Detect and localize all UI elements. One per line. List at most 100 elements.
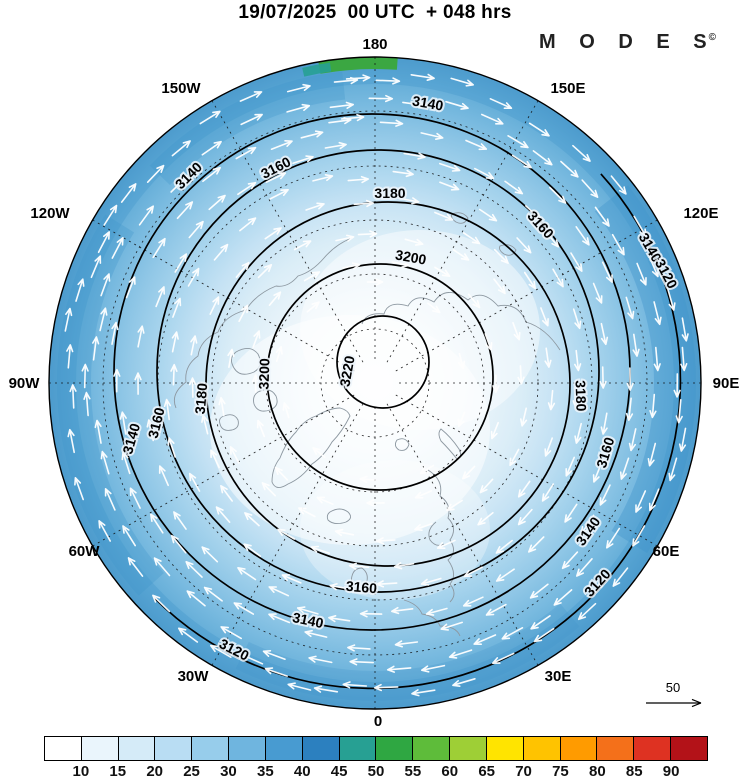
wind-arrow (649, 393, 657, 419)
wind-arrow (552, 268, 564, 288)
colorbar-cell (229, 737, 266, 760)
wind-arrow (580, 514, 595, 535)
wind-arrow (153, 557, 171, 577)
wind-arrow (565, 456, 575, 477)
contour-label: 3180 (572, 380, 589, 412)
wind-arrow (528, 536, 545, 553)
wind-arrow (673, 373, 681, 398)
colorbar-cell (560, 737, 598, 760)
colorbar-cell (671, 737, 707, 760)
longitude-label: 60E (653, 543, 680, 560)
contour-label: 3180 (374, 185, 405, 201)
wind-arrow (268, 291, 282, 306)
contour-3180 (205, 201, 571, 567)
wind-arrow (167, 437, 176, 458)
wind-arrow (445, 100, 469, 110)
wind-arrow (189, 472, 201, 492)
wind-arrow (561, 551, 579, 570)
wind-arrow (69, 384, 77, 409)
wind-arrow (342, 262, 361, 270)
wind-arrow (67, 428, 75, 454)
longitude-label: 120E (683, 205, 718, 222)
wind-arrow (633, 215, 647, 237)
wind-arrow (298, 507, 316, 518)
wind-arrow (450, 77, 474, 87)
wind-arrow (329, 101, 354, 109)
wind-arrow (570, 252, 583, 272)
wind-arrow (517, 480, 531, 498)
wind-arrow (681, 317, 689, 342)
coastline (394, 438, 410, 451)
higher-wind-patch (594, 185, 696, 554)
wind-arrow (485, 603, 507, 616)
longitude-label: 150W (161, 80, 201, 97)
coastline (271, 407, 351, 488)
wind-arrow (176, 201, 194, 220)
wind-arrow (138, 205, 154, 226)
wind-arrow (465, 139, 488, 151)
wind-arrow (366, 499, 385, 507)
wind-arrow (257, 264, 273, 279)
wind-arrow (235, 261, 250, 278)
colorbar-cell (265, 737, 303, 760)
wind-arrow (125, 276, 136, 299)
wind-arrow (619, 457, 630, 480)
wind-arrow (345, 74, 371, 82)
wind-arrow (376, 580, 398, 588)
wind-arrow (572, 144, 591, 162)
wind-arrow (100, 450, 110, 475)
reference-arrow-head (691, 698, 702, 708)
wind-arrow (252, 374, 260, 393)
teal-wind-patch (302, 62, 332, 77)
wind-arrow (98, 520, 111, 542)
wind-arrow (375, 77, 401, 85)
wind-arrow (121, 451, 131, 475)
wind-arrow (436, 539, 456, 549)
wind-arrow (610, 175, 627, 195)
wind-arrow (525, 205, 542, 221)
wind-arrow (481, 113, 504, 125)
wind-arrow (201, 546, 219, 563)
wind-arrow (549, 186, 567, 204)
wind-arrow (678, 427, 687, 452)
wind-arrow (312, 174, 334, 182)
colorbar-tick-label: 30 (220, 763, 237, 780)
modes-logo-text: M O D E S (539, 31, 716, 53)
wind-arrow (120, 183, 137, 203)
wind-arrow (373, 683, 399, 692)
wind-arrow (286, 103, 311, 113)
wind-arrow (97, 231, 110, 254)
wind-arrow (553, 589, 573, 606)
reference-arrow: 50 (646, 680, 702, 708)
colorbar-tick-label: 55 (404, 763, 422, 780)
wind-arrow (264, 227, 282, 240)
colorbar-cell (45, 737, 82, 760)
longitude-label: 120W (30, 205, 70, 222)
wind-arrow (625, 296, 635, 320)
wind-arrow (152, 594, 171, 613)
wind-arrow (281, 574, 302, 584)
wind-arrow (265, 172, 287, 183)
wind-arrow (493, 278, 506, 295)
wind-arrow (201, 140, 222, 156)
wind-arrow (467, 293, 481, 309)
wind-arrow (99, 307, 108, 332)
wind-arrow (316, 496, 334, 505)
wind-arrow (462, 232, 481, 245)
wind-arrow (313, 685, 339, 693)
wind-arrow (170, 175, 189, 193)
wind-arrows (64, 73, 689, 697)
wind-arrow (402, 101, 427, 109)
wind-arrow (347, 644, 371, 652)
wind-arrow (544, 229, 560, 248)
wind-arrow (173, 511, 187, 530)
polar-map: 3140316031403180316031403120320032203200… (9, 36, 740, 730)
colorbar-tick-label: 20 (146, 763, 163, 780)
wind-arrow (626, 367, 634, 391)
wind-arrow (328, 117, 352, 125)
colorbar-cell (192, 737, 230, 760)
wind-arrow (277, 528, 296, 540)
wind-arrow (507, 135, 529, 149)
wind-arrow (529, 583, 549, 599)
wind-arrow (199, 110, 221, 125)
